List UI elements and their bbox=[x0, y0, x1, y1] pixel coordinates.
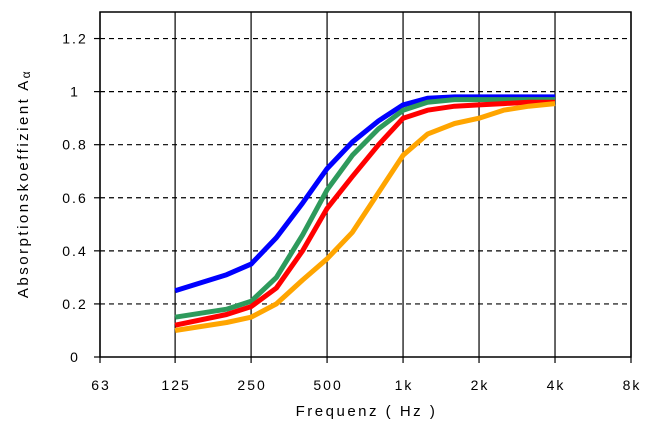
series-line-4 bbox=[175, 104, 555, 331]
x-tick-label: 4k bbox=[547, 377, 566, 393]
x-tick-label: 63 bbox=[91, 377, 111, 393]
x-tick-marks bbox=[100, 12, 631, 363]
x-tick-label: 125 bbox=[161, 377, 190, 393]
x-tick-label: 250 bbox=[237, 377, 266, 393]
series-line-1 bbox=[175, 97, 555, 291]
y-tick-label: 0.2 bbox=[62, 296, 87, 312]
y-axis-title: Absorptionskoeffizient Aα bbox=[15, 69, 33, 298]
y-tick-label: 0 bbox=[70, 349, 80, 365]
plot-frame bbox=[100, 12, 631, 357]
gridlines bbox=[100, 39, 631, 304]
y-tick-label: 1.2 bbox=[62, 31, 87, 47]
y-tick-label: 1 bbox=[70, 84, 80, 100]
y-tick-label: 0.8 bbox=[62, 137, 87, 153]
x-tick-label: 2k bbox=[471, 377, 490, 393]
y-axis-title-alpha: α bbox=[19, 69, 33, 78]
y-tick-label: 0.4 bbox=[62, 243, 87, 259]
x-axis-title: Frequenz ( Hz ) bbox=[296, 403, 438, 420]
x-tick-label: 1k bbox=[395, 377, 414, 393]
y-axis-title-text: Absorptionskoeffizient A bbox=[15, 78, 32, 298]
x-tick-label: 8k bbox=[623, 377, 642, 393]
x-tick-labels: 63 125 250 500 1k 2k 4k 8k bbox=[91, 377, 641, 393]
series-lines bbox=[175, 97, 555, 331]
y-tick-label: 0.6 bbox=[62, 190, 87, 206]
y-tick-labels: 0 0.2 0.4 0.6 0.8 1 1.2 bbox=[62, 31, 87, 365]
y-tick-marks bbox=[94, 39, 100, 357]
x-tick-label: 500 bbox=[313, 377, 342, 393]
